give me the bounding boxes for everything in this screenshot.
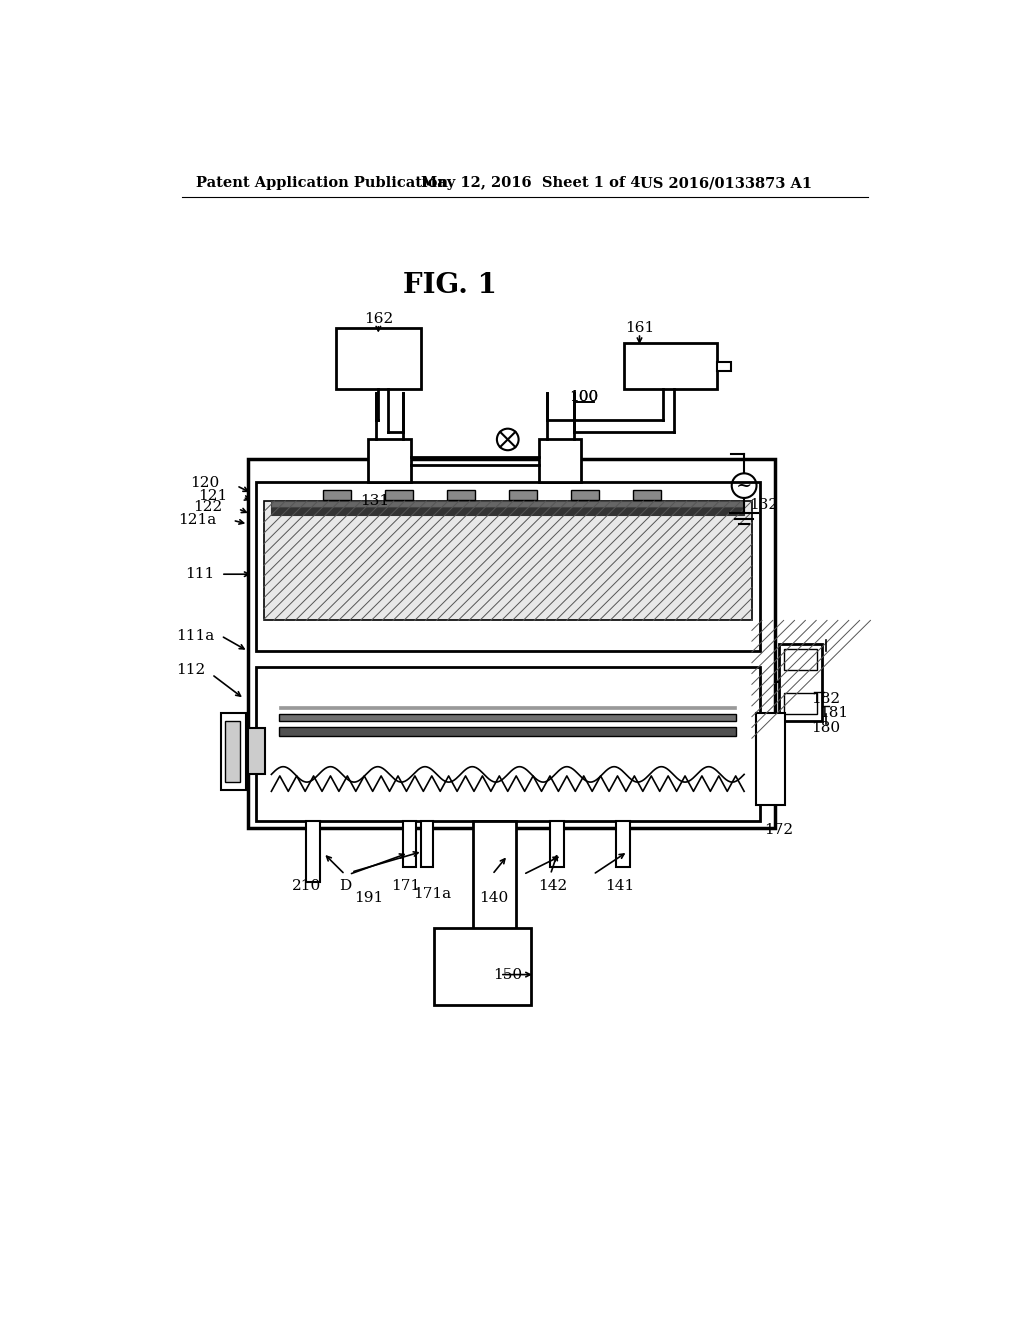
Text: D: D xyxy=(339,879,351,894)
Text: 150: 150 xyxy=(494,968,522,982)
Bar xyxy=(248,459,775,829)
Bar xyxy=(306,821,321,882)
Text: 181: 181 xyxy=(818,706,848,719)
Text: 121a: 121a xyxy=(178,512,216,527)
Text: 100: 100 xyxy=(569,391,598,404)
Bar xyxy=(280,714,736,721)
Bar xyxy=(539,440,582,482)
Text: 182: 182 xyxy=(811,692,840,706)
Text: 210: 210 xyxy=(292,879,321,894)
Bar xyxy=(624,343,717,389)
Text: FIG. 1: FIG. 1 xyxy=(402,272,497,298)
Bar xyxy=(248,729,265,775)
Bar xyxy=(447,490,475,499)
Text: 121: 121 xyxy=(198,488,227,503)
Bar xyxy=(256,482,760,651)
Text: 112: 112 xyxy=(176,664,206,677)
Text: US 2016/0133873 A1: US 2016/0133873 A1 xyxy=(640,176,812,190)
Bar xyxy=(779,644,821,721)
Text: 120: 120 xyxy=(190,477,219,490)
Bar xyxy=(783,649,817,671)
Bar xyxy=(280,706,736,709)
Bar xyxy=(324,490,351,499)
Bar xyxy=(271,502,744,507)
Bar xyxy=(571,490,599,499)
Bar xyxy=(434,928,531,1006)
Bar xyxy=(509,490,538,499)
Text: May 12, 2016  Sheet 1 of 4: May 12, 2016 Sheet 1 of 4 xyxy=(421,176,640,190)
Bar xyxy=(256,667,760,821)
Text: 132: 132 xyxy=(749,498,778,512)
Text: 191: 191 xyxy=(353,891,383,904)
Text: 142: 142 xyxy=(538,879,567,894)
Text: 140: 140 xyxy=(479,891,509,904)
Bar xyxy=(263,502,752,620)
Text: 171: 171 xyxy=(391,879,420,894)
Text: 161: 161 xyxy=(625,321,654,335)
Bar xyxy=(783,693,817,714)
Bar xyxy=(550,821,564,867)
Bar xyxy=(225,721,241,781)
Bar xyxy=(756,713,785,805)
Text: 122: 122 xyxy=(194,500,222,515)
Text: 100: 100 xyxy=(569,391,598,404)
Bar xyxy=(421,821,433,867)
Bar xyxy=(473,821,515,936)
Text: 171a: 171a xyxy=(413,887,451,900)
Bar xyxy=(280,726,736,737)
Bar xyxy=(271,507,744,515)
Text: 180: 180 xyxy=(811,721,840,735)
Text: 131: 131 xyxy=(359,494,389,508)
Bar xyxy=(385,490,414,499)
Bar xyxy=(221,713,246,789)
Bar xyxy=(616,821,630,867)
Text: 141: 141 xyxy=(605,879,635,894)
Text: 111a: 111a xyxy=(176,628,215,643)
Text: ~: ~ xyxy=(736,477,753,495)
Bar xyxy=(336,327,421,389)
Text: 111: 111 xyxy=(185,568,215,581)
Text: Patent Application Publication: Patent Application Publication xyxy=(197,176,449,190)
Bar xyxy=(633,490,662,499)
Text: 162: 162 xyxy=(364,312,393,326)
Bar xyxy=(403,821,416,867)
Text: 172: 172 xyxy=(765,822,794,837)
Bar xyxy=(717,362,731,371)
Bar xyxy=(369,440,411,482)
